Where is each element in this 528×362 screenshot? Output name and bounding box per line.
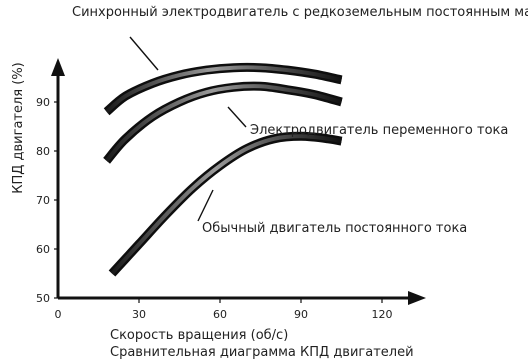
series-band-sheen bbox=[105, 65, 342, 114]
annotation-leader-dc bbox=[197, 189, 214, 222]
series-line-synchronous bbox=[103, 62, 343, 116]
series-band-sheen bbox=[105, 84, 343, 163]
x-tick-label: 90 bbox=[294, 308, 308, 321]
series-band-outline bbox=[108, 131, 343, 277]
x-tick-label: 120 bbox=[372, 308, 393, 321]
x-tick-label: 0 bbox=[55, 308, 62, 321]
series-layer bbox=[103, 62, 343, 277]
y-tick-label: 50 bbox=[36, 292, 50, 305]
y-axis-arrow bbox=[51, 58, 65, 76]
x-axis-title: Скорость вращения (об/с) bbox=[110, 328, 288, 343]
chart-caption: Сравнительная диаграмма КПД двигателей bbox=[110, 345, 414, 360]
series-line-dc bbox=[108, 131, 343, 277]
annotation-leader-ac bbox=[227, 106, 247, 128]
y-tick-label: 90 bbox=[36, 96, 50, 109]
x-tick-label: 60 bbox=[213, 308, 227, 321]
annotations: Синхронный электродвигатель с редкоземел… bbox=[72, 5, 528, 236]
series-label-dc: Обычный двигатель постоянного тока bbox=[202, 221, 467, 236]
series-label-synchronous: Синхронный электродвигатель с редкоземел… bbox=[72, 5, 528, 20]
series-line-ac bbox=[103, 81, 343, 164]
y-ticks: 50 60 70 80 90 bbox=[36, 96, 58, 305]
y-axis-title: КПД двигателя (%) bbox=[11, 62, 26, 194]
series-band-sheen bbox=[110, 134, 342, 275]
x-axis-arrow bbox=[408, 291, 426, 305]
y-tick-label: 70 bbox=[36, 194, 50, 207]
series-label-ac: Электродвигатель переменного тока bbox=[250, 123, 508, 138]
annotation-leader-synchronous bbox=[129, 36, 159, 71]
x-tick-label: 30 bbox=[132, 308, 146, 321]
axes bbox=[51, 58, 426, 305]
y-tick-label: 80 bbox=[36, 145, 50, 158]
y-tick-label: 60 bbox=[36, 243, 50, 256]
x-ticks: 0 30 60 90 120 bbox=[55, 298, 393, 321]
